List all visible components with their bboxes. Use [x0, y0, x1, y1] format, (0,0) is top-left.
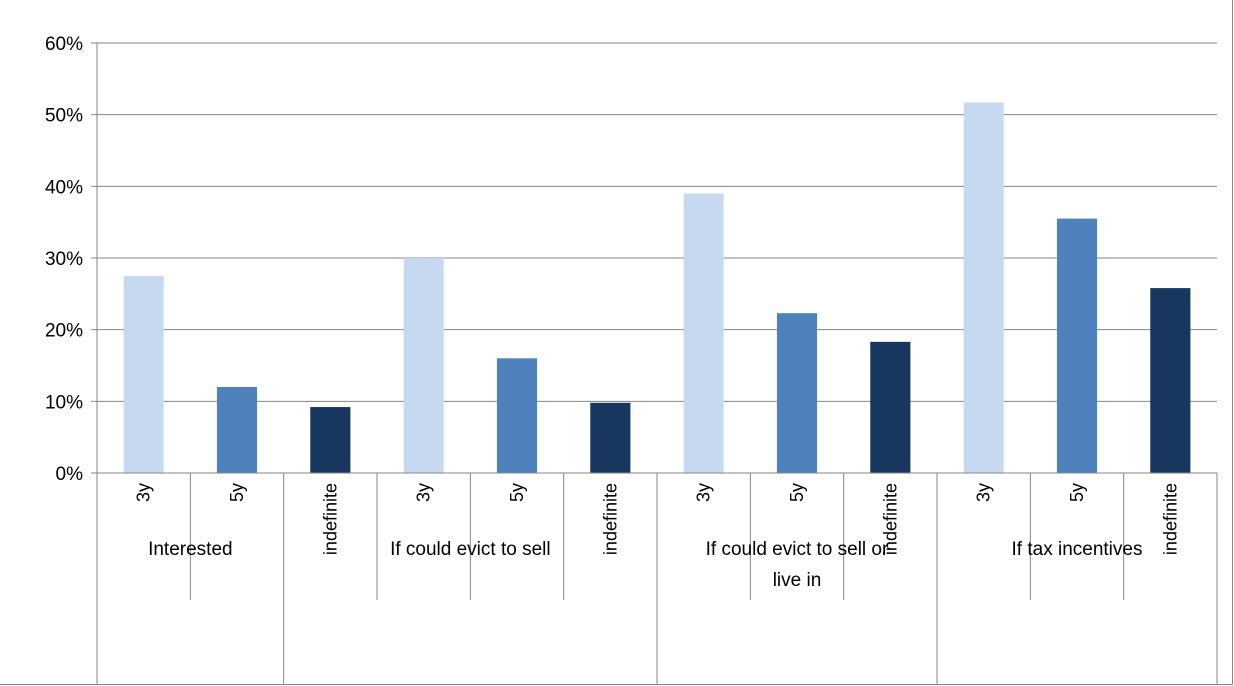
x-tick-label-8: indefinite — [880, 483, 900, 555]
x-tick-label-4: 5y — [507, 483, 527, 502]
x-tick-label-6: 3y — [694, 483, 714, 502]
x-tick-label-2: indefinite — [320, 483, 340, 555]
bar-0 — [123, 275, 164, 473]
bar-10 — [1056, 218, 1098, 473]
bar-1 — [216, 387, 258, 473]
group-label-1: If could evict to sell — [390, 539, 551, 560]
bar-7 — [776, 313, 818, 473]
bar-8 — [870, 341, 911, 473]
group-label-3: If tax incentives — [1012, 539, 1143, 560]
group-label-2: If could evict to sell or live in — [706, 539, 889, 591]
bar-6 — [683, 193, 724, 473]
x-tick-label-0: 3y — [134, 483, 154, 502]
bar-11 — [1150, 288, 1191, 473]
y-tick-label-0: 0% — [56, 464, 84, 485]
bar-9 — [963, 102, 1004, 473]
y-tick-label-3: 30% — [45, 249, 83, 270]
y-tick-label-2: 20% — [45, 321, 83, 342]
x-tick-label-7: 5y — [787, 483, 807, 502]
bar-2 — [310, 407, 351, 473]
x-tick-label-9: 3y — [974, 483, 994, 502]
y-tick-label-1: 10% — [45, 392, 83, 413]
bar-3 — [403, 258, 444, 473]
y-tick-label-6: 60% — [45, 34, 83, 55]
group-label-0: Interested — [148, 539, 233, 560]
bar-4 — [496, 358, 538, 473]
x-tick-label-11: indefinite — [1160, 483, 1180, 555]
x-tick-label-3: 3y — [414, 483, 434, 502]
x-tick-label-1: 5y — [227, 483, 247, 502]
x-tick-label-10: 5y — [1067, 483, 1087, 502]
bar-5 — [590, 402, 631, 473]
y-tick-label-5: 50% — [45, 106, 83, 127]
y-tick-label-4: 40% — [45, 177, 83, 198]
x-tick-label-5: indefinite — [600, 483, 620, 555]
